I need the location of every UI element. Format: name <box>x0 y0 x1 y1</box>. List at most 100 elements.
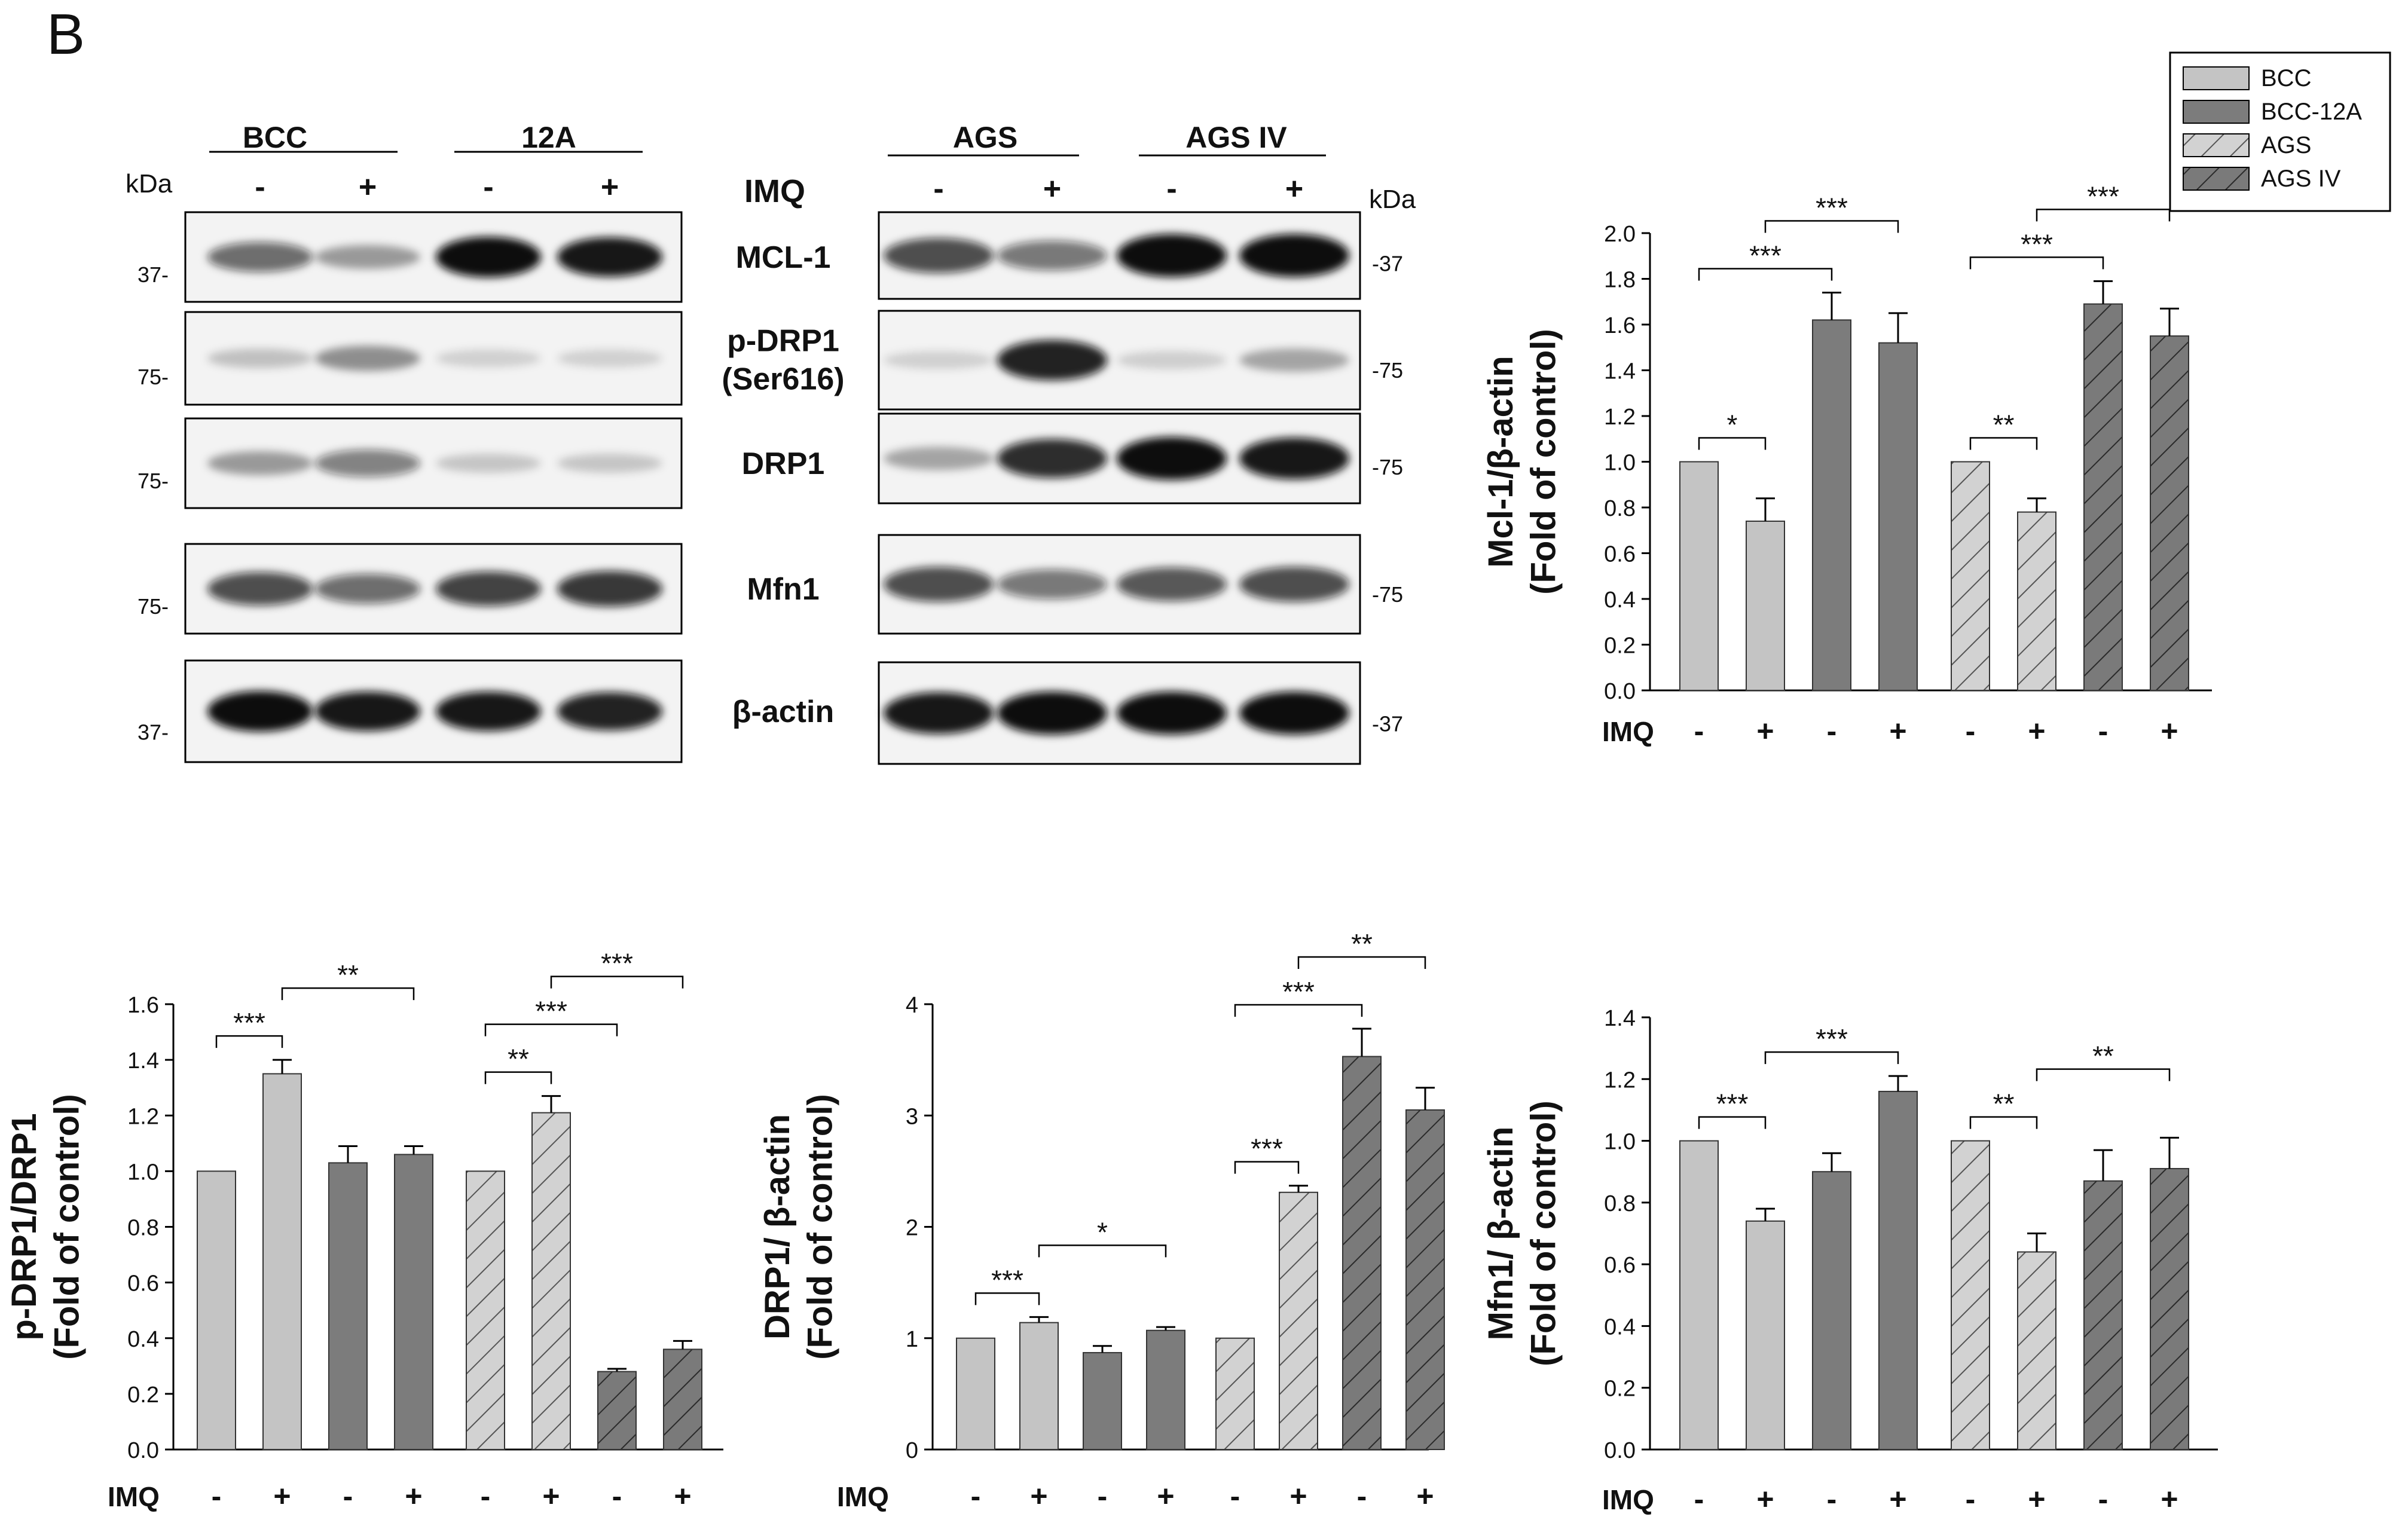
blot-band <box>557 454 662 473</box>
x-tick-label: - <box>343 1479 353 1513</box>
y-tick-label: 2.0 <box>1604 222 1636 247</box>
legend-label: BCC-12A <box>2261 99 2362 125</box>
chart-mcl1: 0.0 0.2 0.4 0.6 0.8 1.0 1.2 1.4 1.6 1.8 2.0 - + - + - + -… <box>1481 181 2212 748</box>
significance-bracket <box>2036 209 2171 222</box>
x-tick-label: + <box>2161 1482 2178 1516</box>
significance-label: *** <box>535 996 567 1027</box>
blot-band <box>1117 567 1227 601</box>
x-tick-label: - <box>1357 1479 1367 1513</box>
significance-bracket <box>1234 1161 1300 1174</box>
significance-label: * <box>1727 409 1738 441</box>
lane-sign: - <box>933 172 943 206</box>
legend-swatch <box>2183 100 2250 124</box>
blot-band <box>436 571 541 606</box>
y-tick-label: 1.8 <box>1604 268 1636 293</box>
legend-swatch <box>2183 167 2250 191</box>
y-axis-label: (Fold of control) <box>1524 1100 1563 1366</box>
blot-band <box>1117 692 1227 735</box>
y-axis-label: DRP1/ β-actin <box>758 1114 797 1340</box>
blot-band <box>1117 351 1227 369</box>
x-tick-label: - <box>1230 1479 1240 1513</box>
x-tick-label: - <box>481 1479 491 1513</box>
blot-band <box>997 439 1107 478</box>
blot-band <box>1239 234 1349 277</box>
significance-bracket <box>1297 956 1426 969</box>
chart-pdrp1: 0.0 0.2 0.4 0.6 0.8 1.0 1.2 1.4 1.6 - + - + - + - + IMQ **… <box>5 948 723 1513</box>
x-axis-label: IMQ <box>108 1481 160 1512</box>
panel-label: B <box>47 2 85 66</box>
legend-label: AGS <box>2261 132 2311 158</box>
y-tick-label: 4 <box>906 993 918 1018</box>
group-label: AGS <box>953 121 1017 154</box>
y-tick-label: 1.4 <box>127 1048 159 1074</box>
lane-sign: - <box>483 170 493 204</box>
bar <box>328 1162 368 1450</box>
bar <box>2150 1168 2189 1451</box>
significance-bracket <box>1234 1004 1363 1017</box>
blot-band <box>315 345 420 371</box>
y-tick-label: 1.2 <box>1604 1068 1636 1093</box>
x-tick-label: - <box>1098 1479 1108 1513</box>
y-tick-label: 0.8 <box>127 1216 159 1241</box>
x-tick-label: - <box>1966 714 1976 748</box>
significance-label: *** <box>601 948 633 979</box>
x-tick-label: + <box>2028 1482 2045 1516</box>
kda-marker: 75- <box>137 365 169 389</box>
x-axis-label: IMQ <box>837 1481 889 1512</box>
protein-label: p-DRP1 <box>727 324 839 359</box>
bar <box>1878 342 1918 691</box>
y-tick-label: 0.0 <box>1604 1438 1636 1463</box>
x-tick-label: + <box>273 1479 291 1513</box>
kda-marker: 75- <box>137 469 169 493</box>
legend-label: AGS IV <box>2261 166 2341 192</box>
y-axis-label: (Fold of control) <box>47 1094 86 1360</box>
significance-label: *** <box>2021 228 2053 259</box>
imq-label: IMQ <box>744 173 805 209</box>
significance-label: ** <box>1993 409 2015 441</box>
x-tick-label: - <box>612 1479 622 1513</box>
x-tick-label: + <box>2161 714 2178 748</box>
blot-band <box>884 447 994 470</box>
bar <box>1679 1140 1719 1450</box>
blot-band <box>315 692 420 731</box>
kda-marker: 75- <box>137 594 169 619</box>
bar <box>1405 1109 1445 1450</box>
significance-bracket <box>1969 1116 2038 1129</box>
bar <box>2017 1251 2056 1450</box>
x-tick-label: - <box>212 1479 222 1513</box>
bar <box>1342 1056 1382 1450</box>
significance-bracket <box>1969 437 2038 450</box>
protein-label: (Ser616) <box>722 362 844 397</box>
bar <box>2083 303 2123 691</box>
blot-band <box>997 692 1107 735</box>
bar <box>1812 319 1851 691</box>
blot-band <box>557 237 662 277</box>
blot-band <box>207 451 313 475</box>
protein-label: MCL-1 <box>736 240 831 275</box>
lane-sign: - <box>255 170 265 204</box>
kda-marker: -75 <box>1372 455 1403 479</box>
significance-bracket <box>1969 256 2104 270</box>
y-tick-label: 1.2 <box>1604 405 1636 430</box>
y-axis-label: (Fold of control) <box>800 1094 839 1360</box>
bar <box>1146 1329 1185 1450</box>
blot-band <box>315 245 420 269</box>
significance-bracket <box>550 975 684 989</box>
x-axis-label: IMQ <box>1602 1484 1654 1515</box>
significance-label: ** <box>337 959 359 990</box>
protein-label: β-actin <box>732 695 834 729</box>
y-tick-label: 0.6 <box>1604 1253 1636 1278</box>
y-tick-label: 0.4 <box>1604 1314 1636 1340</box>
x-tick-label: - <box>1966 1482 1976 1516</box>
significance-bracket <box>281 987 415 1001</box>
kda-marker: -75 <box>1372 582 1403 607</box>
blot-band <box>1239 438 1349 479</box>
blot-band <box>1117 234 1227 277</box>
y-tick-label: 0.2 <box>1604 634 1636 659</box>
group-label: BCC <box>243 121 307 154</box>
bar <box>2083 1180 2123 1450</box>
x-tick-label: + <box>1889 1482 1906 1516</box>
bar <box>466 1170 505 1450</box>
y-tick-label: 0.2 <box>1604 1377 1636 1402</box>
